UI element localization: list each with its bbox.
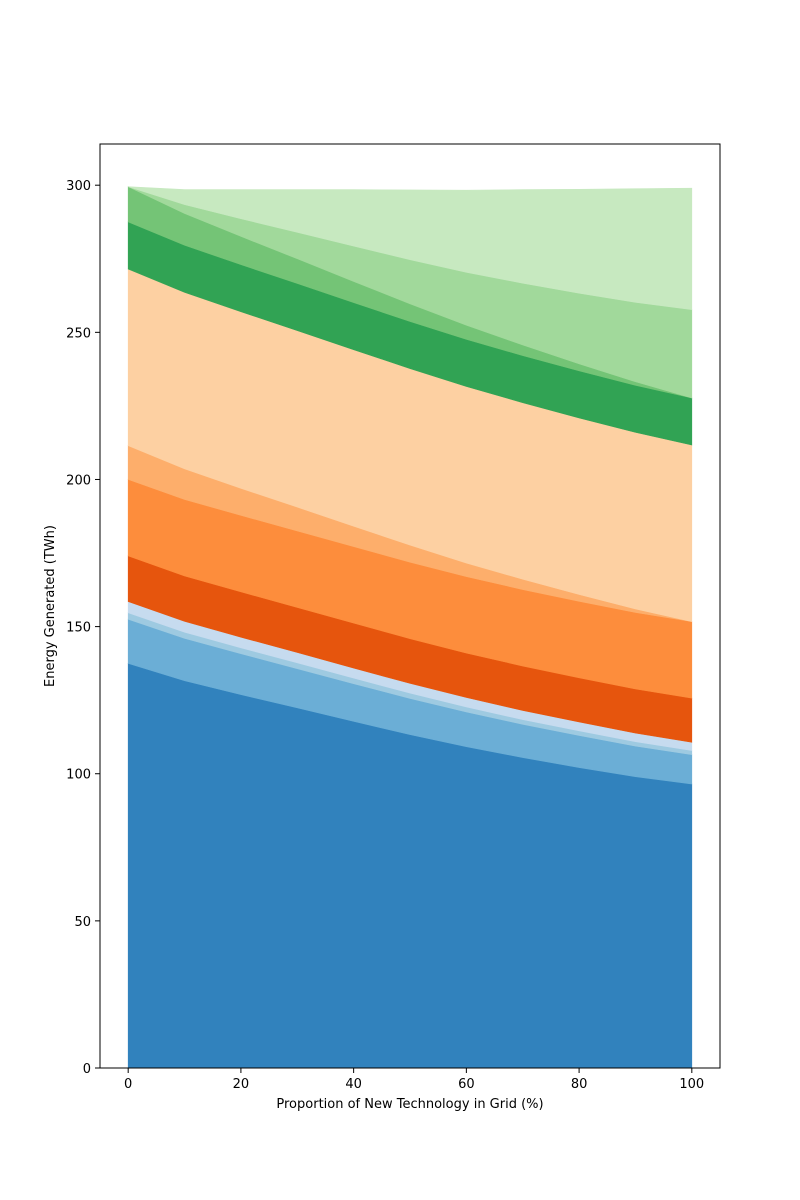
x-tick-label: 60 [458,1077,475,1092]
area-series-12 [128,186,693,311]
x-tick-label: 80 [571,1077,588,1092]
x-tick-label: 20 [233,1077,250,1092]
x-tick-label: 100 [679,1077,704,1092]
y-tick-label: 150 [66,621,91,636]
area-layer [127,186,693,1069]
plot-frame [99,143,721,1069]
x-tick-label: 0 [124,1077,132,1092]
y-tick-label: 250 [66,326,91,341]
x-axis: 0 20 40 60 80 100 [124,1068,704,1092]
x-axis-label: Proportion of New Technology in Grid (%) [276,1097,543,1112]
y-axis: 0 50 100 150 200 250 300 [66,179,100,1077]
y-tick-label: 200 [66,473,91,488]
y-axis-label: Energy Generated (TWh) [43,525,58,687]
x-tick-label: 40 [345,1077,362,1092]
y-tick-label: 50 [74,915,91,930]
y-tick-label: 300 [66,179,91,194]
y-tick-label: 100 [66,768,91,783]
y-tick-label: 0 [83,1062,91,1077]
